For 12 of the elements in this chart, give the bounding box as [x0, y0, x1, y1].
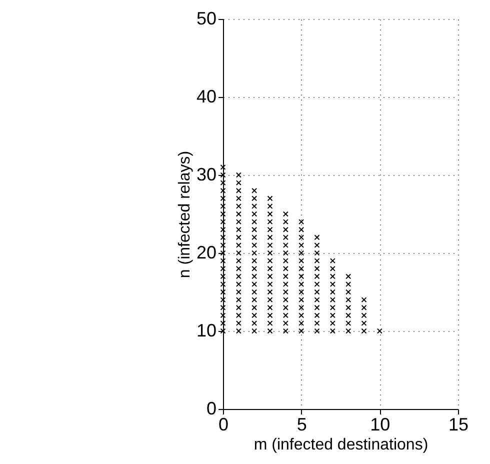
x-tick-label: 10	[370, 414, 390, 434]
y-tick-label: 10	[196, 320, 216, 340]
y-axis-title: n (infected relays)	[176, 150, 194, 278]
y-tick-label: 40	[196, 86, 216, 106]
y-tick-label: 30	[196, 164, 216, 184]
y-tick-label: 0	[206, 398, 216, 418]
x-tick-label: 5	[296, 414, 307, 434]
x-tick-label: 15	[448, 414, 469, 434]
y-tick-label: 20	[196, 242, 216, 262]
x-axis-title: m (infected destinations)	[254, 436, 428, 454]
x-tick-label: 0	[218, 414, 229, 434]
y-tick-label: 50	[196, 8, 216, 28]
